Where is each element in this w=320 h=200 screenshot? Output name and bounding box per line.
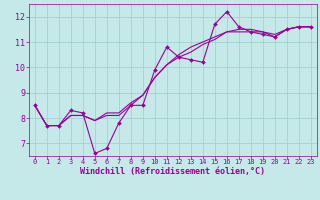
X-axis label: Windchill (Refroidissement éolien,°C): Windchill (Refroidissement éolien,°C) (80, 167, 265, 176)
